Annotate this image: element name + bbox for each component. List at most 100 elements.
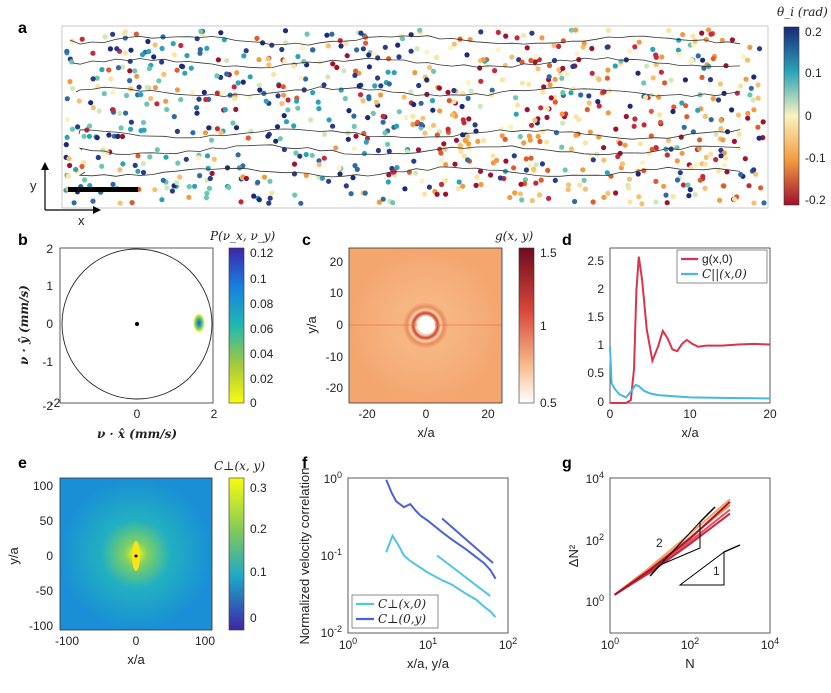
particle: [559, 144, 565, 150]
particle: [255, 179, 261, 185]
slope-1-triangle: [678, 551, 725, 586]
g-xtick: 102: [681, 636, 699, 652]
particle: [653, 54, 659, 60]
g-ylabel: ΔN²: [566, 544, 581, 567]
particle: [326, 117, 332, 123]
particle: [692, 38, 698, 44]
particle: [707, 77, 714, 83]
particle: [344, 53, 350, 59]
particle: [110, 89, 116, 95]
particle: [488, 172, 494, 178]
particle: [115, 65, 122, 71]
particle: [721, 183, 727, 189]
particle: [256, 57, 262, 63]
particle: [518, 181, 524, 187]
d-xtick: 20: [763, 407, 777, 421]
y-arrow-head: [41, 162, 49, 170]
g-ytick: 100: [586, 593, 604, 609]
particle: [128, 86, 134, 92]
particle: [729, 37, 736, 43]
d-legend-label: C||(x,0): [702, 267, 747, 281]
particle: [295, 53, 301, 60]
particle: [680, 31, 686, 38]
particle: [507, 194, 513, 201]
particle: [294, 98, 300, 104]
particle: [756, 135, 762, 141]
particle: [102, 34, 108, 40]
y-arrow-label: y: [30, 178, 37, 193]
f-series-line-0: [385, 533, 497, 618]
particle: [572, 198, 578, 205]
particle: [513, 95, 519, 101]
b-colorbar-label: P(ν_x, ν_y): [209, 229, 276, 243]
particle: [720, 137, 726, 143]
particle: [499, 133, 505, 139]
particle: [577, 182, 583, 188]
particle: [101, 91, 107, 97]
particle: [135, 153, 141, 159]
particle: [545, 167, 551, 173]
particle: [510, 165, 517, 171]
particle: [86, 123, 93, 129]
particle: [298, 200, 304, 206]
particle: [378, 83, 384, 89]
d-series-line-1: [609, 346, 771, 400]
particle: [140, 161, 146, 167]
particle: [315, 99, 321, 105]
particle: [386, 56, 392, 62]
particle: [204, 153, 211, 159]
particle: [64, 48, 70, 54]
particle: [127, 78, 133, 84]
particle: [649, 146, 655, 152]
particle: [544, 106, 550, 112]
particle: [197, 47, 203, 53]
particle: [439, 158, 445, 164]
particle: [643, 94, 649, 101]
particle: [110, 181, 116, 187]
particle: [581, 177, 587, 183]
particle: [617, 140, 623, 146]
particle: [702, 161, 708, 167]
particle: [179, 63, 185, 69]
particle: [755, 95, 761, 101]
particle: [523, 156, 529, 162]
particle: [460, 90, 466, 96]
particle: [452, 161, 458, 167]
particle: [159, 197, 165, 203]
particle: [206, 125, 212, 131]
particle: [218, 130, 224, 136]
particle: [677, 170, 683, 176]
particle: [422, 130, 428, 136]
particle: [474, 174, 480, 180]
particle: [277, 136, 283, 142]
particle: [194, 105, 200, 111]
particle: [209, 170, 215, 176]
particle: [708, 117, 714, 123]
g-series-line-3: [614, 512, 731, 596]
particle: [385, 179, 391, 185]
particle: [581, 40, 587, 46]
particle: [457, 142, 463, 149]
particle: [455, 185, 462, 191]
particle: [234, 70, 240, 76]
particle: [689, 57, 695, 64]
particle: [303, 76, 309, 82]
panel-c-axes: [348, 247, 503, 404]
particle: [559, 75, 565, 81]
particle: [338, 43, 344, 49]
panel-b-axes: [59, 247, 214, 404]
particle: [238, 199, 244, 205]
particle: [174, 67, 180, 73]
particle: [544, 139, 550, 145]
particle: [144, 84, 150, 90]
particle: [325, 43, 331, 49]
particle: [251, 193, 257, 199]
particle: [186, 194, 192, 200]
particle: [147, 154, 153, 160]
e-ytick: 50: [40, 514, 54, 528]
particle: [502, 136, 508, 142]
particle: [650, 75, 656, 81]
particle: [156, 78, 162, 84]
particle: [174, 180, 180, 186]
particle: [559, 111, 565, 117]
